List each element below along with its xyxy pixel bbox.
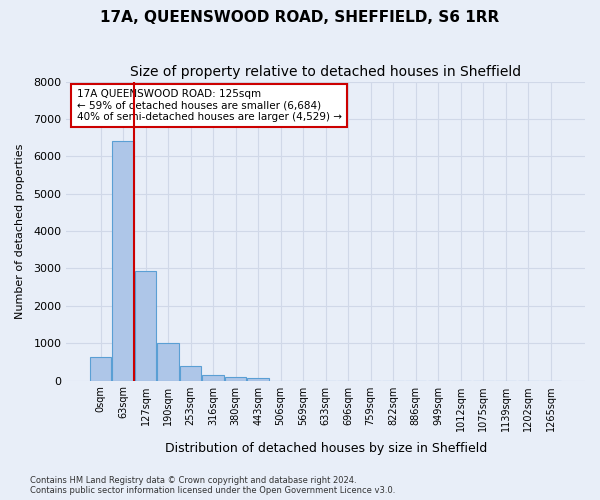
Bar: [112, 142, 134, 380]
X-axis label: Distribution of detached houses by size in Sheffield: Distribution of detached houses by size …: [164, 442, 487, 455]
Bar: [225, 377, 247, 380]
Text: Contains HM Land Registry data © Crown copyright and database right 2024.
Contai: Contains HM Land Registry data © Crown c…: [30, 476, 395, 495]
Bar: [135, 272, 156, 380]
Bar: [202, 374, 224, 380]
Bar: [247, 378, 269, 380]
Title: Size of property relative to detached houses in Sheffield: Size of property relative to detached ho…: [130, 65, 521, 79]
Y-axis label: Number of detached properties: Number of detached properties: [15, 144, 25, 318]
Text: 17A, QUEENSWOOD ROAD, SHEFFIELD, S6 1RR: 17A, QUEENSWOOD ROAD, SHEFFIELD, S6 1RR: [100, 10, 500, 25]
Bar: [90, 358, 111, 380]
Bar: [180, 366, 202, 380]
Text: 17A QUEENSWOOD ROAD: 125sqm
← 59% of detached houses are smaller (6,684)
40% of : 17A QUEENSWOOD ROAD: 125sqm ← 59% of det…: [77, 89, 341, 122]
Bar: [157, 343, 179, 380]
